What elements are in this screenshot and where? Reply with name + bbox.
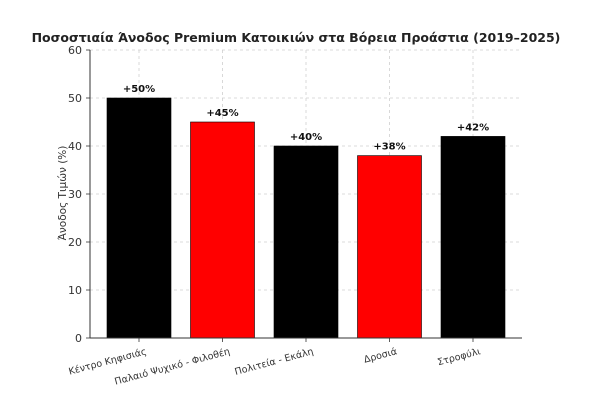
y-tick-label: 30 (68, 188, 82, 201)
bars (106, 97, 506, 339)
y-tick-label: 60 (68, 44, 82, 57)
y-tick-label: 0 (75, 332, 82, 345)
bar (106, 97, 172, 339)
bar-data-label: +40% (290, 132, 322, 143)
bar (273, 145, 339, 339)
y-tick-label: 10 (68, 284, 82, 297)
data-labels: +50% +45% +40% +38% +42% (123, 84, 489, 153)
y-tick-label: 50 (68, 92, 82, 105)
bar-data-label: +50% (123, 84, 155, 95)
bar-data-label: +45% (206, 108, 238, 119)
x-category-label: Δροσιά (363, 346, 399, 365)
x-category-label: Στροφύλι (436, 346, 482, 368)
bar-data-label: +38% (373, 142, 405, 153)
chart-title: Ποσοστιαία Άνοδος Premium Κατοικιών στα … (32, 30, 561, 45)
x-category-label: Πολιτεία - Εκάλη (234, 346, 315, 378)
y-tick-label: 20 (68, 236, 82, 249)
y-axis-label: Άνοδος Τιμών (%) (57, 146, 69, 241)
bar-data-label: +42% (457, 122, 489, 133)
bar (357, 155, 422, 339)
y-tick-label: 40 (68, 140, 82, 153)
bar (440, 136, 506, 339)
bar (190, 121, 255, 339)
